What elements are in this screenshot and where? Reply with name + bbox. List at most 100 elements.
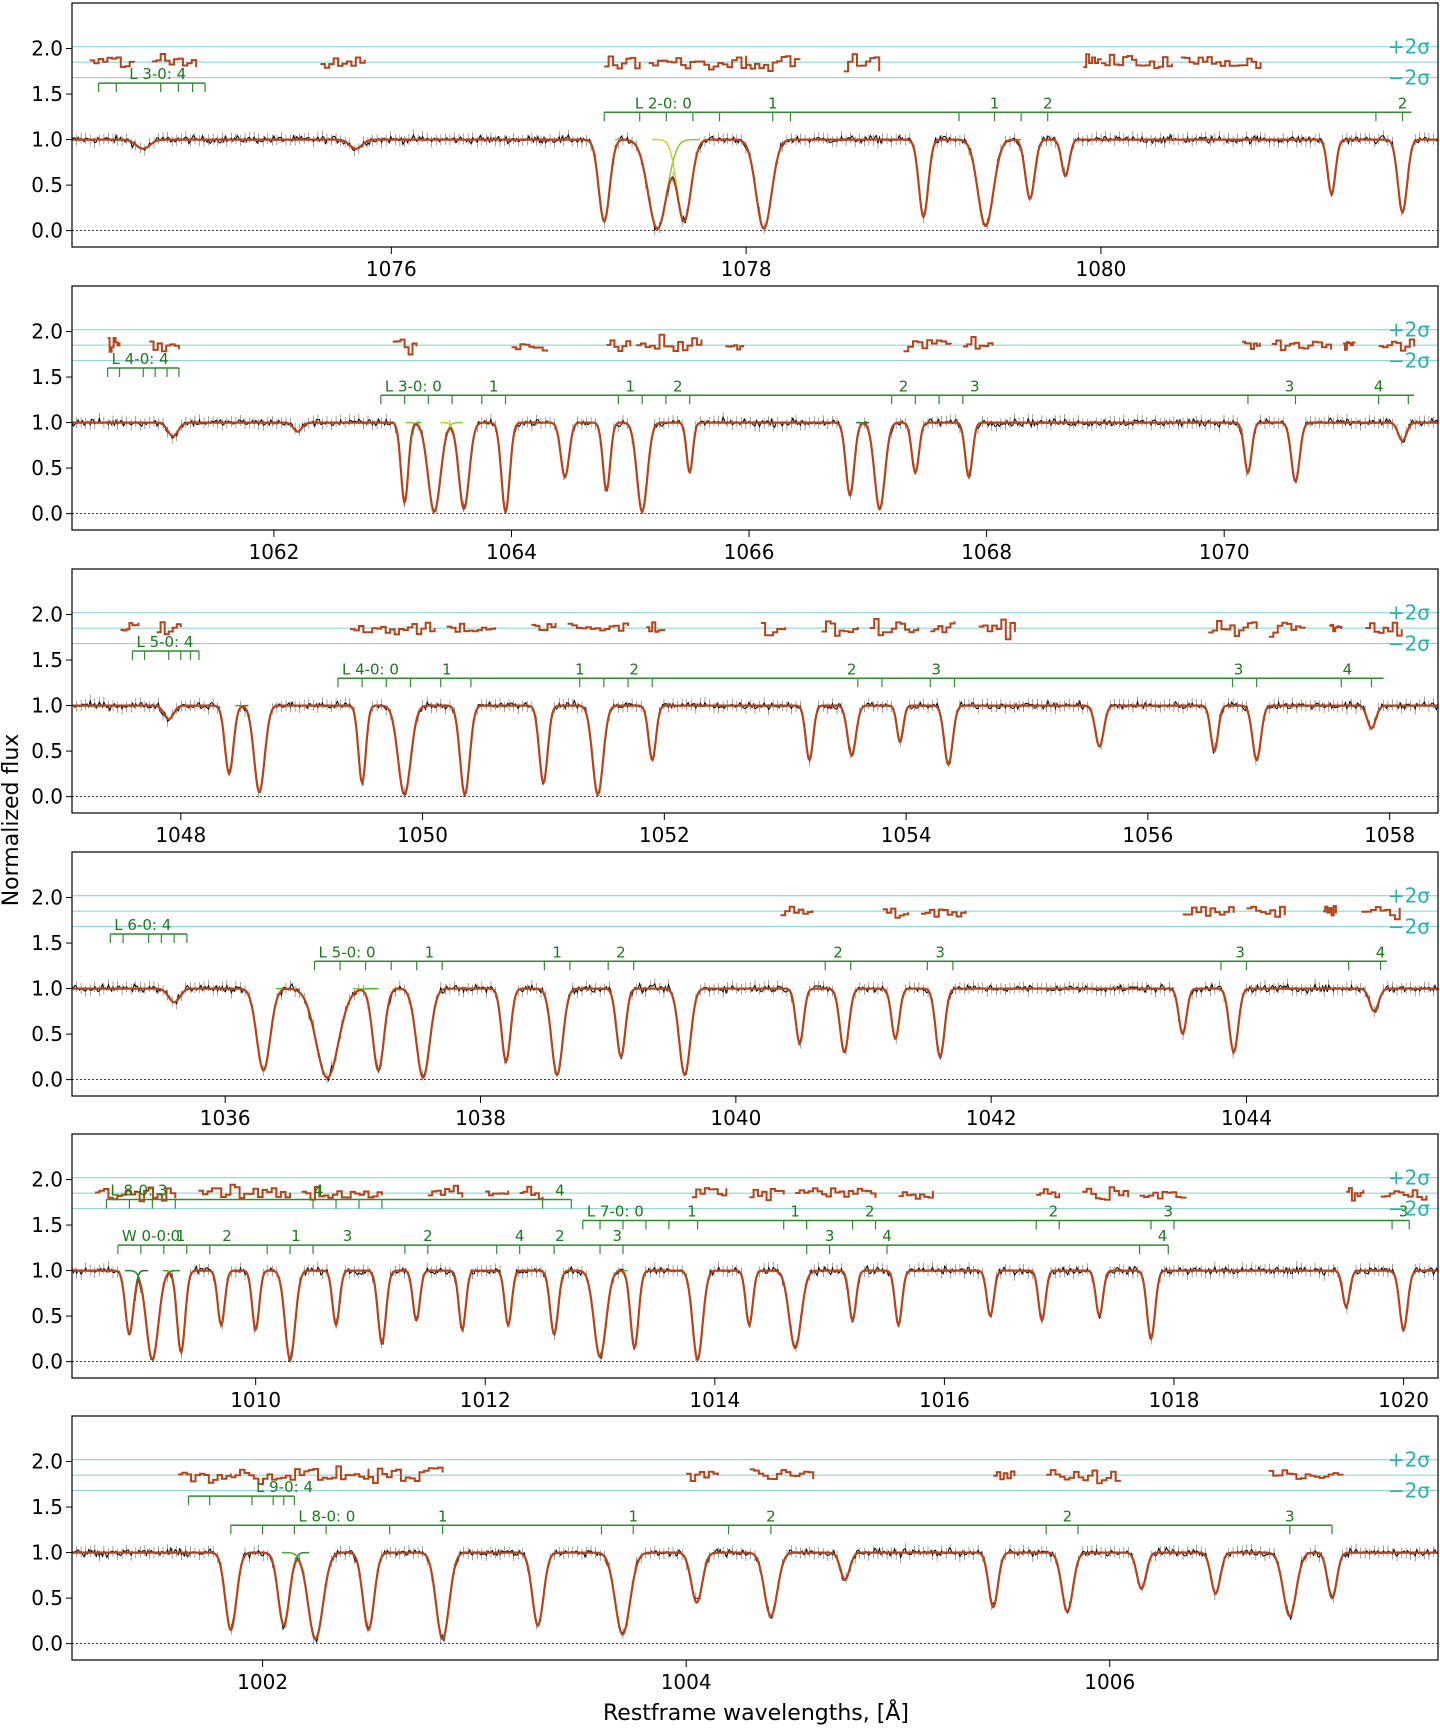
- x-tick-label: 1056: [1122, 823, 1173, 847]
- panel-frame: [71, 285, 1439, 531]
- residual-segment: [604, 55, 641, 70]
- line-series-label: L 8-0: 0: [298, 1507, 355, 1525]
- component-profile: [400, 1269, 433, 1323]
- component-profile: [235, 704, 284, 794]
- sigma-minus-label: −2σ: [1388, 349, 1430, 373]
- component-profile: [319, 1269, 353, 1327]
- transition-number: 2: [1049, 1202, 1059, 1220]
- component-profile: [1132, 1269, 1170, 1341]
- transition-number: 1: [442, 660, 452, 678]
- model-total: [72, 704, 1438, 798]
- residual-segment: [1346, 1187, 1365, 1202]
- component-profile: [1383, 421, 1422, 442]
- component-profile: [281, 1551, 350, 1641]
- residual-segment: [1268, 1469, 1344, 1480]
- residual-segment: [1271, 339, 1333, 352]
- component-profile: [1276, 421, 1315, 484]
- component-profile: [675, 421, 704, 475]
- component-profile: [239, 1269, 272, 1332]
- sigma-minus-label: −2σ: [1388, 632, 1430, 656]
- model-total: [72, 1269, 1438, 1361]
- x-tick-label: 1054: [881, 823, 932, 847]
- sigma-plus-label: +2σ: [1388, 601, 1430, 625]
- y-tick-label: 0.0: [31, 502, 63, 526]
- residual-segment: [519, 1185, 544, 1200]
- component-profile: [823, 987, 865, 1054]
- line-series-label: L 3-0: 4: [129, 65, 186, 83]
- panel-6: L 9-0: 4 L 8-0: 0 1 1 2 2 3 0.0 0.5 1.0 1.5 2.0 1002…: [31, 1415, 1439, 1694]
- y-tick-label: 1.5: [31, 931, 63, 955]
- line-series-label: L 3-0: 0: [385, 377, 442, 395]
- component-profile: [767, 1269, 823, 1350]
- component-profile: [1310, 1551, 1354, 1600]
- panel-frame: [71, 1415, 1439, 1661]
- component-profile: [1008, 138, 1052, 201]
- residual-segment: [606, 339, 632, 352]
- sigma-minus-label: −2σ: [1388, 66, 1430, 90]
- component-profile: [1080, 704, 1119, 748]
- transition-number: 3: [1285, 1507, 1295, 1525]
- component-profile: [1047, 138, 1084, 178]
- residual-segment: [1139, 1190, 1187, 1200]
- transition-number: 4: [555, 1182, 565, 1200]
- transition-number: 2: [673, 377, 683, 395]
- transition-number: 4: [1376, 943, 1386, 961]
- residual-segment: [898, 1190, 934, 1200]
- residual-segment: [962, 336, 994, 350]
- y-tick-label: 1.0: [31, 977, 63, 1001]
- component-profile: [618, 421, 666, 514]
- component-profile: [659, 987, 711, 1077]
- transition-number: 1: [626, 377, 636, 395]
- model-total: [72, 1551, 1438, 1641]
- residual-segment: [1361, 906, 1401, 921]
- y-tick-label: 0.0: [31, 1632, 63, 1656]
- component-profile: [363, 1269, 401, 1346]
- y-axis-title: Normalized flux: [0, 734, 24, 907]
- component-profile: [1260, 1551, 1320, 1618]
- x-axis-title: Restframe wavelengths, [Å]: [603, 1699, 909, 1726]
- residual-segment: [392, 338, 418, 356]
- residual-segment: [780, 905, 814, 917]
- component-profile: [267, 1269, 314, 1362]
- y-tick-label: 2.0: [31, 886, 63, 910]
- x-tick-label: 1014: [689, 1388, 740, 1412]
- y-tick-label: 0.5: [31, 456, 63, 480]
- panel-frame: [71, 2, 1439, 248]
- transition-number: 2: [847, 660, 857, 678]
- component-profile: [146, 704, 191, 720]
- residual-segment: [567, 622, 630, 632]
- transition-number: 2: [555, 1227, 565, 1245]
- residual-segment: [686, 1470, 719, 1482]
- residual-segment: [1246, 905, 1286, 918]
- x-tick-label: 1018: [1149, 1388, 1200, 1412]
- panel-5: L 8-0: 3 4 4L 7-0: 0 1 1 2 2 3 3W 0-0: 10 2 1 3 2 4 2 3…: [31, 1133, 1439, 1412]
- residual-segment: [1323, 905, 1337, 917]
- residual-segment: [120, 622, 140, 632]
- y-tick-label: 0.5: [31, 1304, 63, 1328]
- component-profile: [1213, 987, 1255, 1054]
- residual-segment: [978, 618, 1016, 641]
- transition-number: 4: [1343, 660, 1353, 678]
- transition-number: 3: [825, 1227, 835, 1245]
- component-profile: [524, 704, 563, 785]
- residual-segment: [882, 907, 910, 919]
- transition-number: 2: [1398, 94, 1408, 112]
- residual-segment: [869, 618, 920, 637]
- residual-segment: [1378, 338, 1416, 352]
- transition-number: 1: [768, 94, 778, 112]
- component-profile: [902, 138, 945, 219]
- x-tick-label: 1042: [966, 1106, 1017, 1130]
- residual-segment: [761, 622, 787, 637]
- line-series-marker: L 5-0: 0 1 1 2 2 3 3 4: [313, 943, 1387, 971]
- x-tick-label: 1080: [1075, 257, 1126, 281]
- line-series-label: L 2-0: 0: [635, 94, 692, 112]
- component-profile: [974, 1269, 1007, 1318]
- residual-segment: [1180, 56, 1262, 69]
- component-profile: [1330, 1269, 1363, 1309]
- component-profile: [652, 138, 716, 223]
- residual-segment: [749, 1468, 815, 1480]
- line-series-label: L 5-0: 0: [319, 943, 376, 961]
- component-profile: [616, 1269, 653, 1350]
- component-profile: [162, 1269, 200, 1355]
